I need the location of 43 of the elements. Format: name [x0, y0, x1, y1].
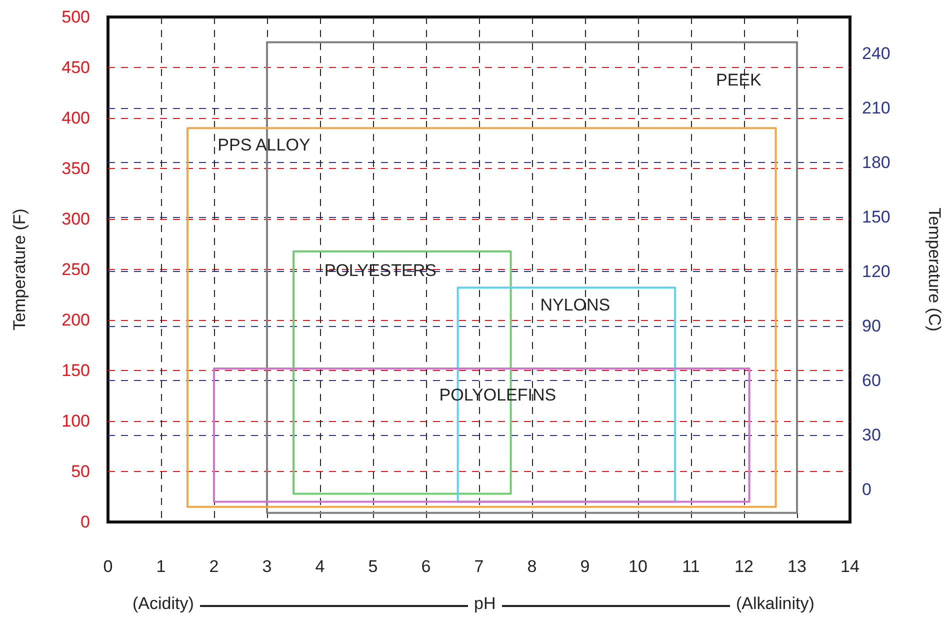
- x-tick-label: 6: [421, 557, 431, 576]
- y2-tick-label: 30: [862, 426, 881, 445]
- y2-tick-label: 180: [862, 152, 890, 172]
- text: (Alkalinity): [736, 594, 814, 614]
- x-tick-label: 5: [368, 557, 378, 576]
- y-tick-label: 400: [62, 108, 90, 128]
- y-tick-label: 300: [62, 210, 90, 228]
- text: (Acidity): [132, 594, 194, 614]
- y2-tick-label: 60: [862, 371, 881, 390]
- y-tick-label: 450: [62, 58, 90, 77]
- x-tick-label: 7: [474, 557, 484, 576]
- x-tick-label: 9: [580, 557, 590, 576]
- y-tick-label: 350: [62, 159, 90, 178]
- series-label: NYLONS: [540, 295, 610, 314]
- y-axis-title: Temperature (F): [10, 208, 29, 330]
- x-tick-label: 12: [734, 557, 754, 576]
- y-tick-label: 500: [62, 8, 90, 26]
- x-tick-label: 10: [628, 557, 648, 576]
- y2-tick-label: 210: [862, 98, 890, 118]
- y-tick-label: 100: [62, 412, 90, 430]
- x-tick-label: 13: [788, 557, 806, 576]
- y2-tick-label: 0: [862, 480, 872, 500]
- y-tick-label: 50: [71, 462, 90, 481]
- x-axis-title: pH: [474, 594, 496, 614]
- y-tick-label: 200: [62, 310, 90, 330]
- y2-tick-label: 240: [862, 44, 890, 63]
- x-tick-label: 0: [103, 557, 113, 576]
- y2-tick-label: 120: [862, 262, 890, 281]
- x-tick-label: 3: [262, 557, 272, 576]
- x-tick-label: 2: [209, 557, 219, 576]
- y-tick-label: 150: [62, 361, 90, 380]
- x-tick-label: 4: [315, 557, 325, 576]
- y2-tick-label: 90: [862, 316, 881, 336]
- y2-tick-label: 150: [862, 207, 890, 226]
- x-tick-label: 1: [156, 557, 166, 576]
- y2-axis-title: Temperature (C): [925, 208, 944, 332]
- series-label: POLYESTERS: [324, 261, 436, 280]
- x-tick-label: 8: [527, 557, 537, 576]
- series-label: PEEK: [716, 70, 762, 90]
- y-tick-label: 0: [80, 512, 90, 532]
- x-tick-label: 11: [682, 557, 700, 576]
- x-tick-label: 14: [840, 557, 860, 576]
- y-tick-label: 250: [62, 260, 90, 279]
